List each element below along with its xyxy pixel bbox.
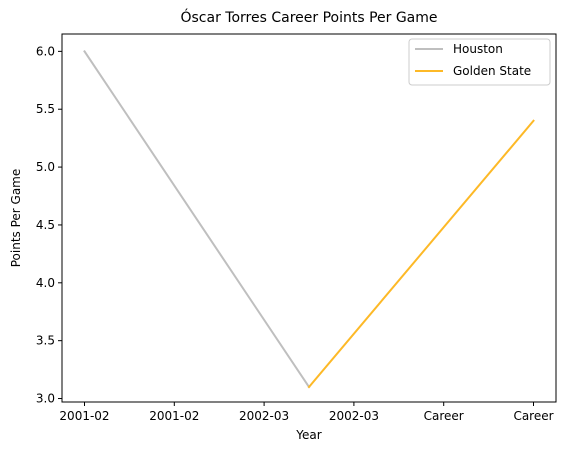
x-axis-label: Year [295,428,321,442]
chart-title: Óscar Torres Career Points Per Game [180,8,437,26]
x-tick-label: 2002-03 [329,409,379,423]
y-tick-label: 3.0 [36,392,55,406]
legend-label-houston: Houston [453,42,503,56]
x-tick-label: 2002-03 [239,409,289,423]
series-line-golden-state [307,119,535,389]
x-tick-label: Career [513,409,553,423]
y-tick-label: 3.5 [36,334,55,348]
legend-label-golden-state: Golden State [453,64,531,78]
x-tick-label: 2001-02 [59,409,109,423]
axes-layer: 2001-02 2001-02 2002-03 2002-03 Career Career… [36,33,557,423]
series-layer [83,49,535,389]
y-tick-label: 5.0 [36,160,55,174]
y-axis-label: Points Per Game [9,169,23,268]
legend-box [408,38,551,86]
y-tick-label: 6.0 [36,44,55,58]
x-tick-label: Career [424,409,464,423]
legend: Houston Golden State [408,38,551,86]
y-tick-label: 4.0 [36,276,55,290]
y-tick-label: 5.5 [36,102,55,116]
x-tick-label: 2001-02 [149,409,199,423]
y-tick-label: 4.5 [36,218,55,232]
series-line-houston [83,49,311,389]
plot-frame [61,33,557,403]
